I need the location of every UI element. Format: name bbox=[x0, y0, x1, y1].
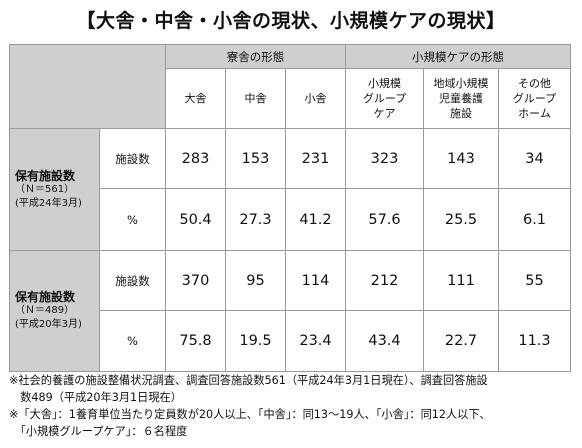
corner-cell bbox=[9, 44, 166, 129]
table-cell: 370 bbox=[165, 250, 226, 311]
row-group-title: 保有施設数 bbox=[15, 290, 76, 304]
table-cell: 114 bbox=[285, 250, 346, 311]
group-header-small-care: 小規模ケアの形態 bbox=[345, 44, 571, 69]
row-kind: 施設数 bbox=[99, 128, 166, 189]
table-cell: 23.4 bbox=[285, 310, 346, 372]
column-header: 地域小規模 児童養護 施設 bbox=[423, 68, 499, 129]
row-group-date: (平成24年3月) bbox=[15, 197, 82, 209]
row-group-date: (平成20年3月) bbox=[15, 319, 82, 330]
table-cell: 75.8 bbox=[165, 310, 226, 372]
column-header: 小規模 グループ ケア bbox=[345, 68, 424, 129]
footnote-line: 数489（平成20年3月1日現在） bbox=[9, 391, 182, 404]
footnote-line: ※社会的養護の施設整備状況調査、調査回答施設数561（平成24年3月1日現在）、… bbox=[9, 374, 488, 387]
table-cell: 22.7 bbox=[423, 310, 499, 372]
column-header: 小舎 bbox=[285, 68, 346, 129]
column-header: 中舎 bbox=[225, 68, 286, 129]
row-group-n: （Ｎ＝561） bbox=[15, 183, 75, 195]
row-kind: 施設数 bbox=[99, 250, 166, 311]
table-cell: 11.3 bbox=[498, 310, 571, 372]
table-cell: 323 bbox=[345, 128, 424, 189]
table-cell: 43.4 bbox=[345, 310, 424, 372]
table-cell: 143 bbox=[423, 128, 499, 189]
table-cell: 57.6 bbox=[345, 188, 424, 251]
row-kind: % bbox=[99, 188, 166, 251]
row-group-n: （Ｎ＝489） bbox=[15, 305, 75, 316]
table-cell: 19.5 bbox=[225, 310, 286, 372]
table-cell: 95 bbox=[225, 250, 286, 311]
table-cell: 27.3 bbox=[225, 188, 286, 251]
table-cell: 25.5 bbox=[423, 188, 499, 251]
table-cell: 212 bbox=[345, 250, 424, 311]
table-cell: 41.2 bbox=[285, 188, 346, 251]
column-header: 大舎 bbox=[165, 68, 226, 129]
table-cell: 6.1 bbox=[498, 188, 571, 251]
table-cell: 55 bbox=[498, 250, 571, 311]
table-cell: 153 bbox=[225, 128, 286, 189]
table-cell: 50.4 bbox=[165, 188, 226, 251]
row-kind: % bbox=[99, 310, 166, 372]
table-cell: 283 bbox=[165, 128, 226, 189]
table-cell: 111 bbox=[423, 250, 499, 311]
column-header: その他 グループ ホーム bbox=[498, 68, 571, 129]
footnote-line: 「小規模グループケア」：６名程度 bbox=[9, 425, 188, 438]
row-group-label-2012: 保有施設数 （Ｎ＝561） (平成24年3月) bbox=[9, 128, 100, 251]
facility-table: 寮舎の形態 小規模ケアの形態 大舎 中舎 小舎 小規模 グループ ケア 地域小規模児… bbox=[9, 44, 571, 372]
table-cell: 34 bbox=[498, 128, 571, 189]
group-header-dormitory: 寮舎の形態 bbox=[165, 44, 346, 69]
row-group-label-2008: 保有施設数 （Ｎ＝489） (平成20年3月) bbox=[9, 250, 100, 372]
table-cell: 231 bbox=[285, 128, 346, 189]
footnote-line: ※「大舎」：1養育単位当たり定員数が20人以上、「中舎」：同13～19人、「小舎… bbox=[9, 408, 491, 421]
page-title: 【大舎・中舎・小舎の現状、小規模ケアの現状】 bbox=[76, 10, 506, 32]
row-group-title: 保有施設数 bbox=[15, 168, 76, 183]
